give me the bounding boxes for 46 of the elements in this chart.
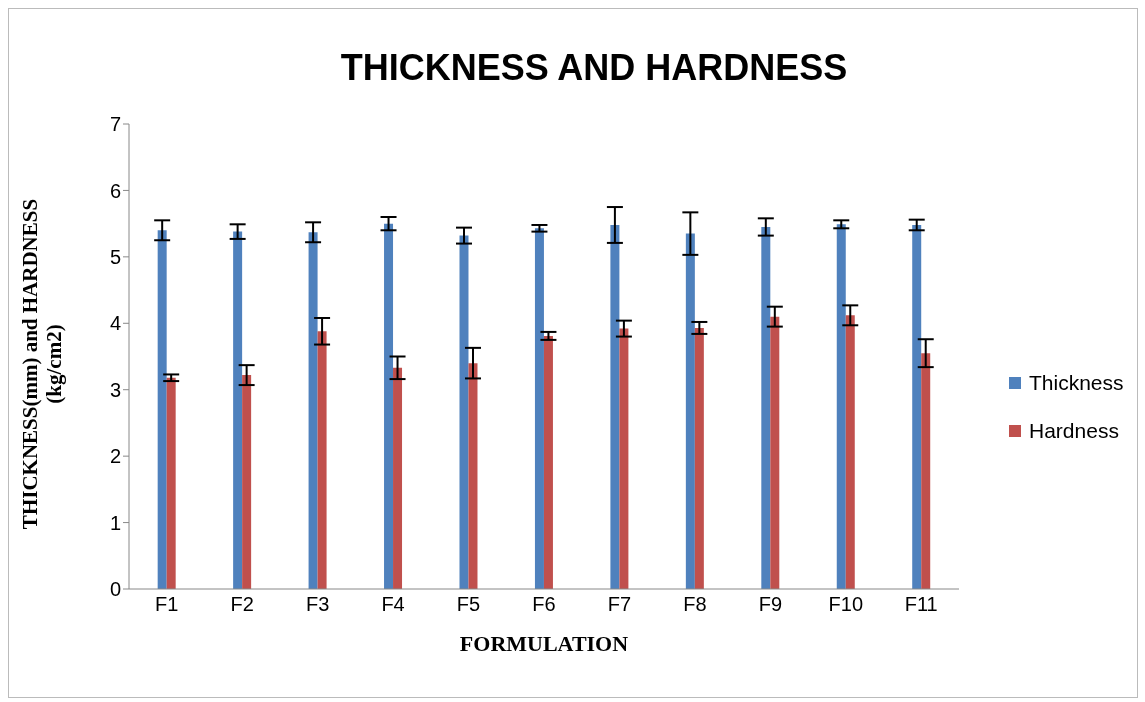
x-tick-label: F10 [828,593,864,616]
bar [308,232,318,589]
bar [761,226,771,589]
bar [610,224,620,589]
bar [770,316,780,589]
x-tick-label: F3 [305,593,330,616]
x-tick-label: F7 [607,593,632,616]
chart-title: THICKNESS AND HARDNESS [339,47,849,89]
x-tick-label: F5 [456,593,481,616]
bar [384,223,394,589]
bar [912,224,922,589]
x-tick-label: F9 [758,593,783,616]
x-tick-label: F1 [155,593,179,616]
bar [836,224,846,589]
bar [534,228,544,589]
bar [694,327,704,589]
bar [459,235,469,589]
bar [242,375,252,589]
bar [166,377,176,589]
x-tick-label: F2 [230,593,254,616]
bar [543,335,553,589]
legend-label: Thickness [1029,371,1124,395]
bar [921,353,931,589]
y-tick-label: 2 [109,445,121,468]
y-tick-label: 4 [109,312,121,335]
bar [393,367,403,589]
y-axis-title: THICKNESS(mm) and HARDNESS (kg/cm2) [18,198,66,530]
bar [468,363,478,589]
bar [317,331,327,589]
bar [619,328,629,589]
bar [845,315,855,589]
x-tick-label: F4 [381,593,405,616]
bar [233,231,243,589]
x-tick-label: F8 [683,593,707,616]
bar [157,230,167,589]
y-tick-label: 0 [109,578,121,601]
x-tick-label: F6 [532,593,556,616]
y-tick-label: 7 [109,113,121,136]
x-tick-label: F11 [904,593,938,616]
y-tick-label: 3 [109,378,121,401]
y-tick-label: 5 [109,245,121,268]
legend-label: Hardness [1029,419,1119,443]
y-tick-label: 1 [109,511,121,534]
x-axis-title: FORMULATION [459,631,629,656]
y-tick-label: 6 [109,179,121,202]
bar [685,233,695,589]
